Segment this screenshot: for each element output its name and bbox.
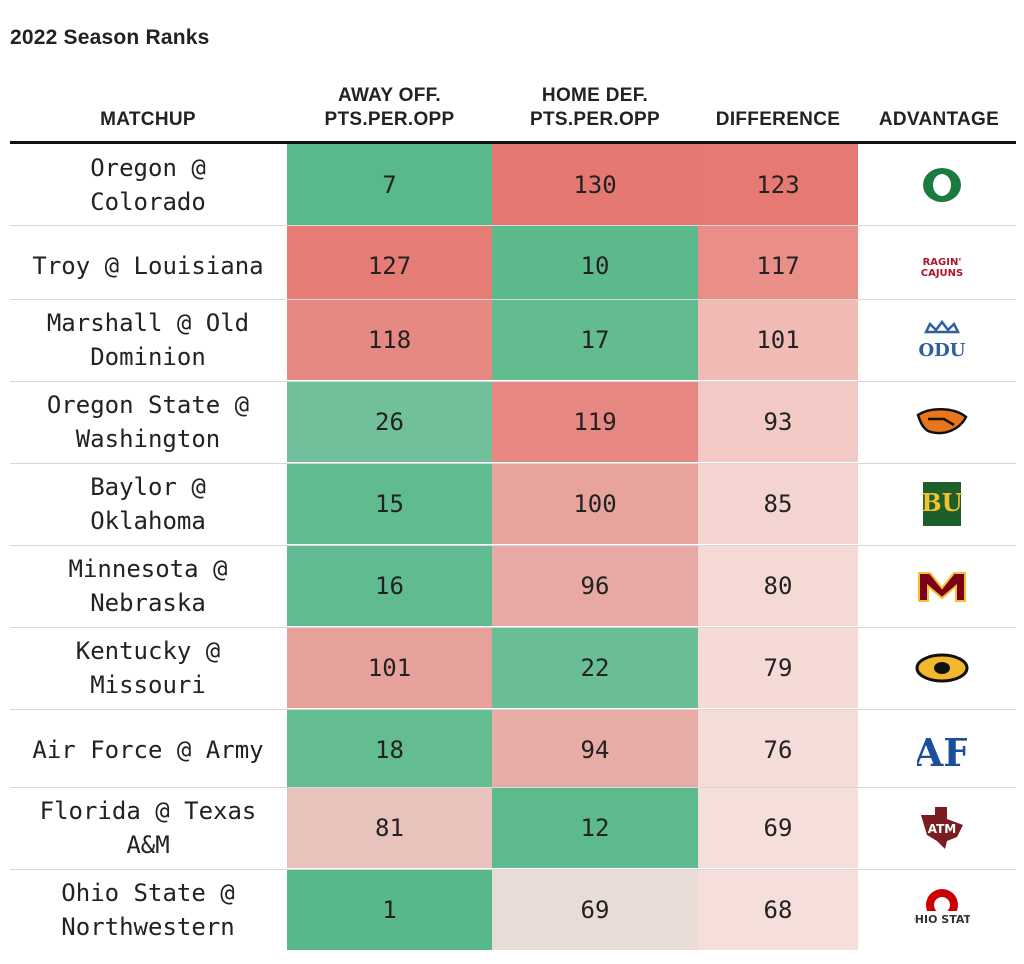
difference-cell: 123 bbox=[698, 144, 858, 226]
svg-text:AF: AF bbox=[917, 730, 967, 772]
home-def-cell: 130 bbox=[492, 144, 698, 226]
away-off-cell: 16 bbox=[287, 546, 492, 626]
svg-text:CAJUNS: CAJUNS bbox=[921, 268, 964, 279]
ragin-cajuns-logo-icon: RAGIN' CAJUNS bbox=[872, 226, 1012, 306]
table-row: Oregon State @ Washington 26 119 93 bbox=[10, 382, 1016, 464]
matchup-cell: Kentucky @ Missouri bbox=[75, 637, 221, 699]
home-def-cell: 69 bbox=[492, 870, 698, 950]
away-off-cell: 15 bbox=[287, 464, 492, 544]
header-away-off: AWAY OFF. PTS.PER.OPP bbox=[324, 85, 455, 130]
matchup-cell: Troy @ Louisiana bbox=[32, 252, 264, 280]
row-separator bbox=[10, 869, 1016, 870]
matchup-cell: Marshall @ Old Dominion bbox=[46, 309, 250, 371]
away-off-cell: 7 bbox=[287, 144, 492, 226]
table-row: Minnesota @ Nebraska 16 96 80 bbox=[10, 546, 1016, 628]
away-off-cell: 1 bbox=[287, 870, 492, 950]
air-force-af-logo-icon: AF bbox=[872, 710, 1012, 790]
header-difference: DIFFERENCE bbox=[715, 109, 841, 130]
home-def-cell: 119 bbox=[492, 382, 698, 462]
row-separator bbox=[10, 381, 1016, 382]
matchup-cell: Air Force @ Army bbox=[32, 736, 264, 764]
svg-text:ATM: ATM bbox=[928, 822, 956, 836]
table-row: Air Force @ Army 18 94 76 AF bbox=[10, 710, 1016, 790]
baylor-bu-logo-icon: BU bbox=[872, 464, 1012, 544]
home-def-cell: 12 bbox=[492, 788, 698, 868]
svg-text:RAGIN': RAGIN' bbox=[923, 257, 962, 268]
texas-am-logo-icon: ATM bbox=[872, 788, 1012, 868]
away-off-cell: 118 bbox=[287, 300, 492, 380]
row-separator bbox=[10, 787, 1016, 788]
row-separator bbox=[10, 299, 1016, 300]
svg-text:ODU: ODU bbox=[919, 340, 966, 361]
svg-text:OHIO STATE: OHIO STATE bbox=[914, 913, 970, 926]
row-separator bbox=[10, 627, 1016, 628]
ohio-state-logo-icon: OHIO STATE bbox=[872, 870, 1012, 950]
minnesota-m-logo-icon bbox=[872, 546, 1012, 626]
row-separator bbox=[10, 545, 1016, 546]
table-row: Florida @ Texas A&M 81 12 69 ATM bbox=[10, 788, 1016, 870]
difference-cell: 101 bbox=[698, 300, 858, 380]
matchup-cell: Florida @ Texas A&M bbox=[39, 797, 257, 859]
matchup-cell: Oregon State @ Washington bbox=[46, 391, 250, 453]
chart-title: 2022 Season Ranks bbox=[10, 26, 210, 49]
difference-cell: 80 bbox=[698, 546, 858, 626]
table-row: Marshall @ Old Dominion 118 17 101 ODU bbox=[10, 300, 1016, 382]
oregon-o-logo-icon bbox=[872, 144, 1012, 226]
matchup-cell: Baylor @ Oklahoma bbox=[90, 473, 206, 535]
away-off-cell: 81 bbox=[287, 788, 492, 868]
table-row: Baylor @ Oklahoma 15 100 85 BU bbox=[10, 464, 1016, 546]
tiger-logo-icon bbox=[872, 628, 1012, 708]
row-separator bbox=[10, 225, 1016, 226]
header-rule bbox=[10, 141, 1016, 144]
away-off-cell: 18 bbox=[287, 710, 492, 790]
home-def-cell: 22 bbox=[492, 628, 698, 708]
difference-cell: 85 bbox=[698, 464, 858, 544]
svg-text:BU: BU bbox=[922, 488, 962, 517]
home-def-cell: 10 bbox=[492, 226, 698, 306]
matchup-cell: Ohio State @ Northwestern bbox=[61, 879, 235, 941]
difference-cell: 93 bbox=[698, 382, 858, 462]
table-row: Oregon @ Colorado 7 130 123 bbox=[10, 144, 1016, 226]
row-separator bbox=[10, 709, 1016, 710]
home-def-cell: 94 bbox=[492, 710, 698, 790]
header-advantage: ADVANTAGE bbox=[878, 109, 1000, 130]
away-off-cell: 26 bbox=[287, 382, 492, 462]
matchup-cell: Minnesota @ Nebraska bbox=[68, 555, 228, 617]
beaver-logo-icon bbox=[872, 382, 1012, 462]
row-separator bbox=[10, 463, 1016, 464]
table-row: Troy @ Louisiana 127 10 117 RAGIN' CAJUNS bbox=[10, 226, 1016, 306]
header-matchup: MATCHUP bbox=[100, 109, 196, 130]
difference-cell: 79 bbox=[698, 628, 858, 708]
away-off-cell: 127 bbox=[287, 226, 492, 306]
home-def-cell: 17 bbox=[492, 300, 698, 380]
header-home-def: HOME DEF. PTS.PER.OPP bbox=[529, 85, 660, 130]
table-row: Kentucky @ Missouri 101 22 79 bbox=[10, 628, 1016, 710]
home-def-cell: 96 bbox=[492, 546, 698, 626]
difference-cell: 76 bbox=[698, 710, 858, 790]
matchup-cell: Oregon @ Colorado bbox=[90, 154, 206, 216]
home-def-cell: 100 bbox=[492, 464, 698, 544]
difference-cell: 117 bbox=[698, 226, 858, 306]
odu-logo-icon: ODU bbox=[872, 300, 1012, 380]
difference-cell: 68 bbox=[698, 870, 858, 950]
difference-cell: 69 bbox=[698, 788, 858, 868]
away-off-cell: 101 bbox=[287, 628, 492, 708]
